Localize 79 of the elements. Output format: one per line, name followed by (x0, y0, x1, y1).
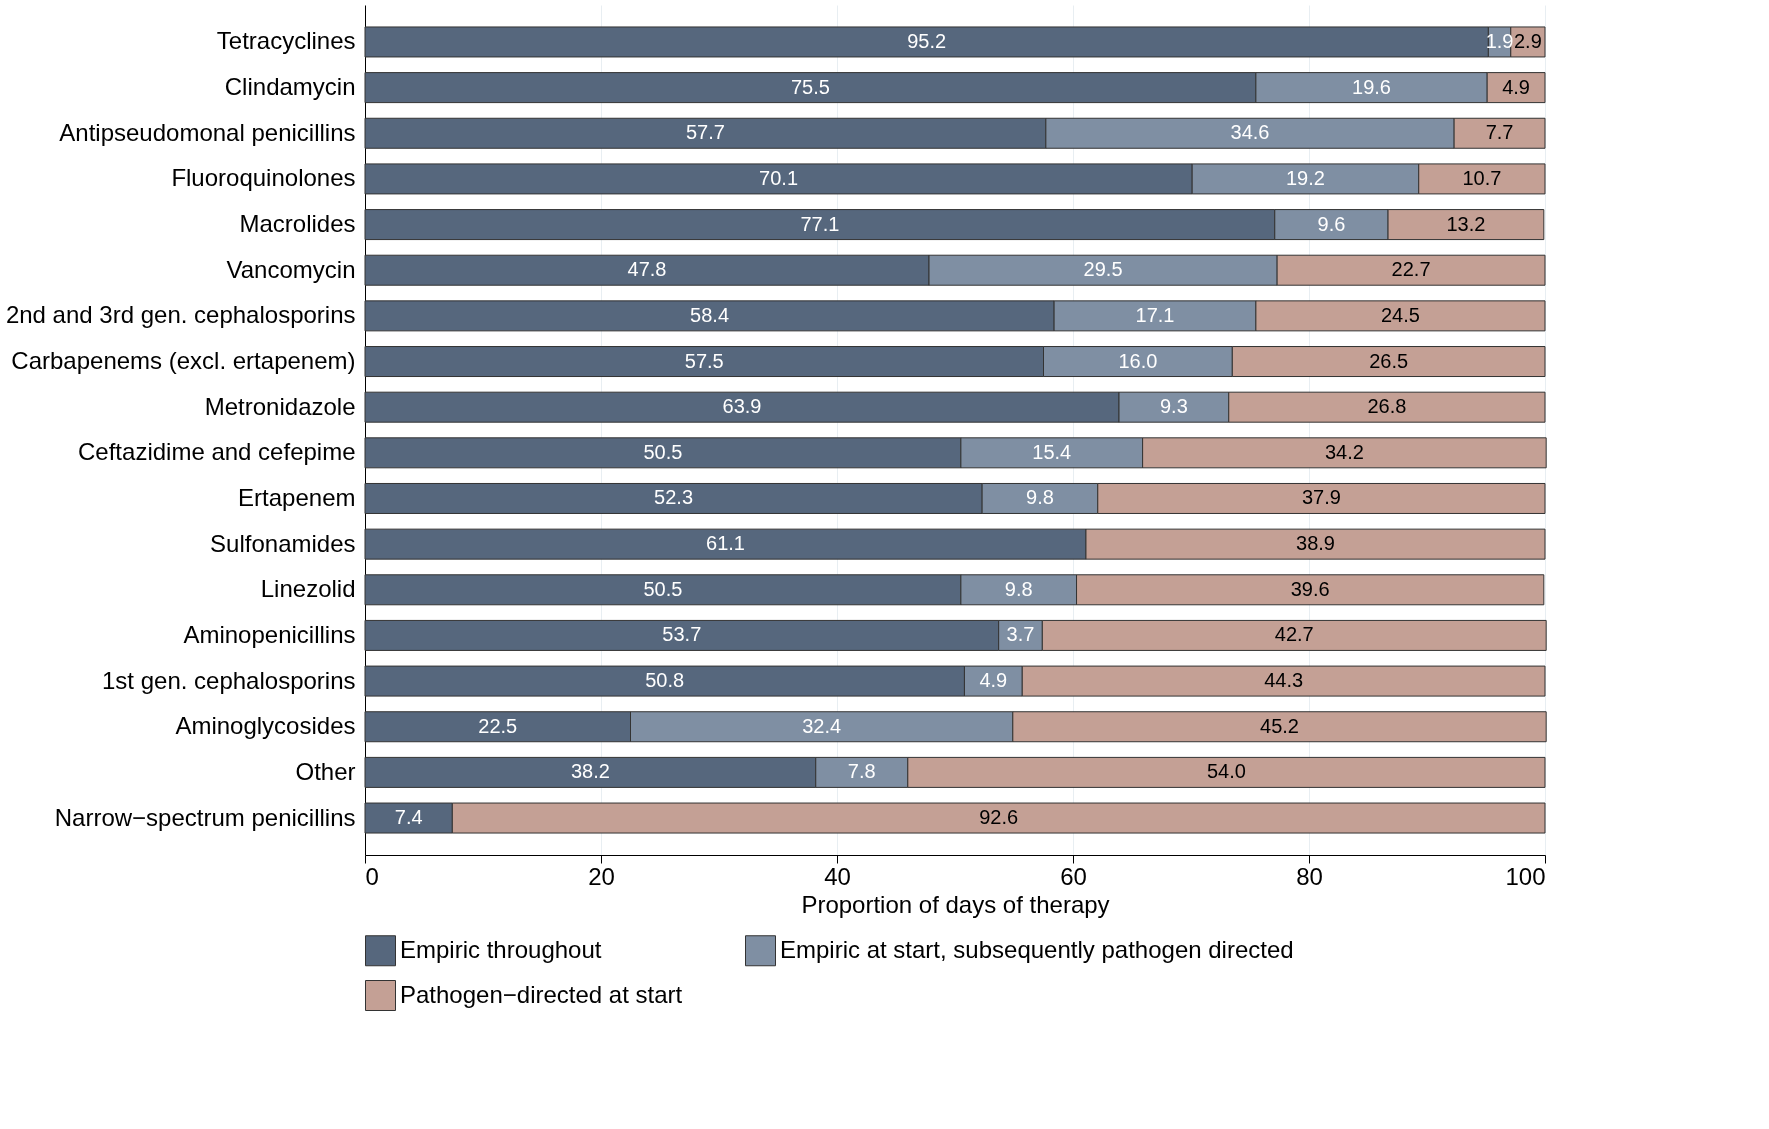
y-tick-label: Macrolides (239, 210, 356, 238)
y-tick-label: Tetracyclines (216, 27, 356, 55)
data-label: 53.7 (662, 623, 702, 646)
data-label: 77.1 (800, 212, 840, 235)
data-label: 19.2 (1285, 166, 1325, 189)
y-tick-label: Vancomycin (226, 255, 356, 283)
y-tick-label: Narrow−spectrum penicillins (54, 803, 356, 831)
data-label: 16.0 (1118, 349, 1158, 372)
data-label: 34.2 (1324, 440, 1364, 463)
data-label: 75.5 (790, 75, 830, 98)
x-axis-title: Proportion of days of therapy (801, 890, 1110, 918)
x-tick-label: 60 (1060, 862, 1087, 890)
data-label: 9.8 (1026, 486, 1054, 509)
data-label: 47.8 (627, 258, 667, 281)
data-label: 44.3 (1264, 669, 1304, 692)
data-label: 34.6 (1230, 121, 1270, 144)
y-tick-label: 1st gen. cephalosporins (102, 666, 356, 694)
legend-label: Pathogen−directed at start (400, 980, 683, 1008)
data-label: 4.9 (1502, 75, 1530, 98)
data-label: 9.3 (1159, 395, 1188, 418)
data-label: 29.5 (1083, 258, 1123, 281)
x-tick-label: 20 (588, 862, 615, 890)
legend-label: Empiric at start, subsequently pathogen directed (780, 935, 1294, 963)
data-label: 50.5 (643, 577, 683, 600)
x-tick-label: 0 (365, 862, 379, 890)
x-tick-label: 100 (1505, 862, 1546, 890)
data-label: 22.7 (1391, 258, 1431, 281)
data-label: 39.6 (1290, 577, 1330, 600)
y-tick-label: Other (295, 757, 356, 785)
y-tick-label: Carbapenems (excl. ertapenem) (11, 347, 356, 375)
data-label: 95.2 (907, 29, 947, 52)
x-tick-label: 40 (824, 862, 851, 890)
data-label: 7.7 (1485, 121, 1514, 144)
data-label: 50.8 (645, 669, 685, 692)
data-label: 42.7 (1274, 623, 1314, 646)
data-label: 15.4 (1032, 440, 1072, 463)
legend-label: Empiric throughout (400, 935, 602, 963)
data-label: 32.4 (802, 714, 842, 737)
data-label: 9.8 (1004, 577, 1033, 600)
data-label: 13.2 (1446, 212, 1486, 235)
data-label: 26.5 (1369, 349, 1409, 372)
y-tick-label: Ertapenem (238, 483, 356, 511)
data-label: 57.7 (685, 121, 725, 144)
data-label: 54.0 (1206, 760, 1246, 783)
data-label: 22.5 (478, 714, 518, 737)
data-label: 7.4 (394, 806, 423, 829)
data-label: 63.9 (722, 395, 762, 418)
y-tick-label: 2nd and 3rd gen. cephalosporins (5, 301, 356, 329)
data-label: 17.1 (1135, 303, 1175, 326)
data-label: 58.4 (690, 303, 730, 326)
data-label: 2.9 (1513, 29, 1542, 52)
data-label: 38.2 (570, 760, 610, 783)
y-tick-label: Sulfonamides (210, 529, 356, 557)
data-label: 45.2 (1260, 714, 1299, 737)
data-label: 9.6 (1317, 212, 1346, 235)
data-label: 50.5 (643, 440, 683, 463)
y-tick-label: Antipseudomonal penicillins (59, 118, 356, 146)
data-label: 92.6 (979, 806, 1019, 829)
data-label: 19.6 (1352, 75, 1392, 98)
data-label: 61.1 (706, 532, 745, 555)
y-tick-label: Ceftazidime and cefepime (78, 438, 356, 466)
data-label: 37.9 (1301, 486, 1341, 509)
data-label: 57.5 (684, 349, 724, 372)
data-label: 7.8 (847, 760, 876, 783)
y-tick-label: Aminoglycosides (175, 712, 356, 740)
x-tick-label: 80 (1296, 862, 1323, 890)
data-label: 4.9 (979, 669, 1008, 692)
y-tick-label: Clindamycin (224, 73, 356, 101)
data-label: 52.3 (654, 486, 694, 509)
data-label: 24.5 (1380, 303, 1420, 326)
data-label: 38.9 (1296, 532, 1335, 555)
data-label: 3.7 (1006, 623, 1035, 646)
y-tick-label: Metronidazole (204, 392, 356, 420)
y-tick-label: Linezolid (260, 575, 356, 603)
data-label: 26.8 (1367, 395, 1407, 418)
y-tick-label: Fluoroquinolones (171, 164, 356, 192)
data-label: 70.1 (759, 166, 799, 189)
data-label: 10.7 (1462, 166, 1502, 189)
y-tick-label: Aminopenicillins (183, 620, 356, 648)
